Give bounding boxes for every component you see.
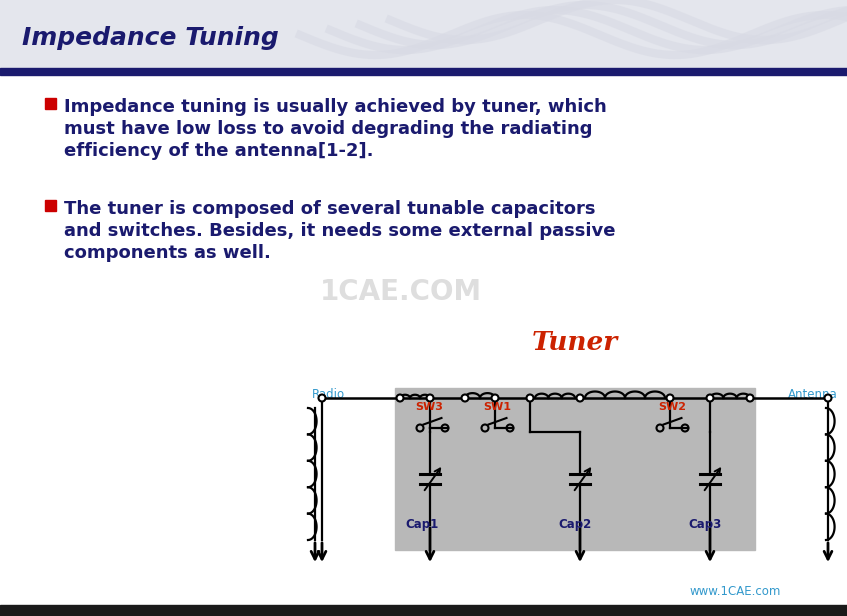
Circle shape	[577, 394, 584, 402]
Text: must have low loss to avoid degrading the radiating: must have low loss to avoid degrading th…	[64, 120, 593, 138]
Circle shape	[396, 394, 403, 402]
Text: SW3: SW3	[415, 402, 443, 412]
Bar	[45, 200, 56, 211]
Text: The tuner is composed of several tunable capacitors: The tuner is composed of several tunable…	[64, 200, 595, 218]
Bar	[0, 0, 847, 68]
Text: Antenna: Antenna	[789, 388, 838, 401]
Text: 1CAE.COM: 1CAE.COM	[320, 278, 482, 306]
Text: Radio: Radio	[312, 388, 345, 401]
Text: SW2: SW2	[658, 402, 686, 412]
Text: Cap3: Cap3	[688, 518, 722, 531]
Circle shape	[824, 394, 832, 402]
Text: Cap1: Cap1	[405, 518, 438, 531]
Text: and switches. Besides, it needs some external passive: and switches. Besides, it needs some ext…	[64, 222, 616, 240]
Circle shape	[491, 394, 499, 402]
Circle shape	[527, 394, 534, 402]
Bar	[0, 605, 847, 616]
Text: Impedance tuning is usually achieved by tuner, which: Impedance tuning is usually achieved by …	[64, 98, 606, 116]
Text: www.1CAE.com: www.1CAE.com	[690, 585, 782, 598]
Text: Impedance Tuning: Impedance Tuning	[22, 26, 279, 50]
Circle shape	[746, 394, 754, 402]
Circle shape	[427, 394, 434, 402]
Text: Cap2: Cap2	[558, 518, 591, 531]
Bar	[45, 98, 56, 109]
Text: SW1: SW1	[483, 402, 511, 412]
Text: efficiency of the antenna[1-2].: efficiency of the antenna[1-2].	[64, 142, 374, 160]
Text: components as well.: components as well.	[64, 244, 271, 262]
Bar	[395, 388, 755, 550]
Circle shape	[462, 394, 468, 402]
Text: Tuner: Tuner	[532, 330, 618, 355]
Circle shape	[667, 394, 673, 402]
Circle shape	[706, 394, 713, 402]
Bar	[0, 68, 847, 75]
Circle shape	[318, 394, 325, 402]
